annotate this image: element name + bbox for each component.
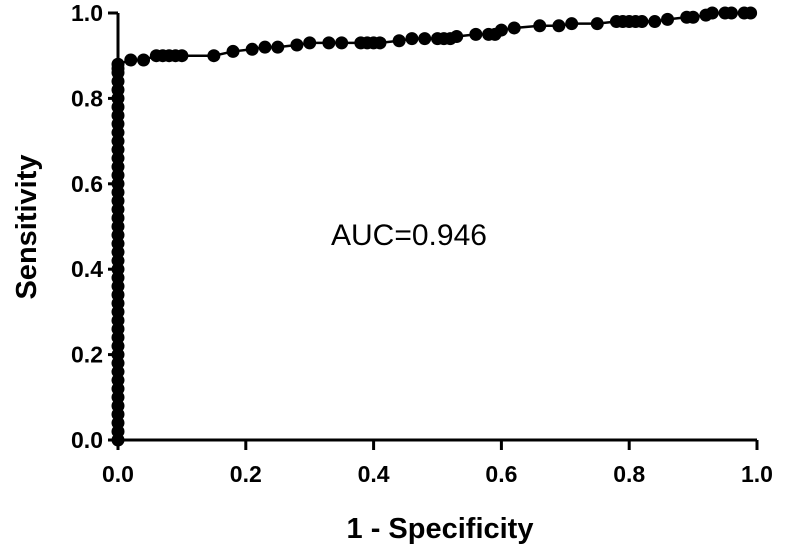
y-tick-label: 0.4: [71, 256, 103, 282]
roc-point: [271, 40, 285, 54]
roc-point: [450, 29, 464, 43]
roc-point: [207, 49, 221, 63]
roc-point: [124, 53, 138, 67]
roc-point: [137, 53, 151, 67]
x-tick-label: 0.6: [485, 461, 517, 487]
roc-point: [494, 23, 508, 37]
y-tick-label: 1.0: [71, 0, 103, 26]
roc-point: [648, 15, 662, 29]
roc-point: [686, 10, 700, 24]
roc-point: [335, 36, 349, 50]
x-tick-label: 0.0: [102, 461, 134, 487]
roc-point: [392, 34, 406, 48]
roc-point: [635, 15, 649, 29]
y-tick-label: 0.6: [71, 171, 103, 197]
roc-point: [705, 6, 719, 20]
roc-point: [405, 32, 419, 46]
roc-point: [290, 38, 304, 52]
roc-point: [245, 42, 259, 56]
roc-point: [565, 17, 579, 31]
y-tick-label: 0.0: [71, 427, 103, 453]
auc-annotation: AUC=0.946: [331, 219, 487, 252]
x-tick-label: 0.8: [613, 461, 645, 487]
roc-point: [661, 12, 675, 26]
y-axis-title: Sensitivity: [11, 154, 43, 299]
y-tick-label: 0.2: [71, 342, 103, 368]
roc-point: [322, 36, 336, 50]
roc-point: [373, 36, 387, 50]
roc-point: [724, 6, 738, 20]
y-tick-label: 0.8: [71, 85, 103, 111]
roc-point: [507, 21, 521, 35]
x-tick-label: 0.2: [230, 461, 262, 487]
x-axis: 0.0 0.2 0.4 0.6 0.8 1.0: [102, 438, 773, 487]
roc-point: [258, 40, 272, 54]
roc-point: [744, 6, 758, 20]
roc-point: [226, 44, 240, 58]
roc-point: [590, 17, 604, 31]
roc-point: [533, 19, 547, 33]
x-tick-label: 0.4: [358, 461, 390, 487]
x-axis-title: 1 - Specificity: [347, 513, 534, 545]
roc-point: [303, 36, 317, 50]
roc-point: [469, 27, 483, 41]
x-tick-label: 1.0: [741, 461, 773, 487]
roc-point: [175, 49, 189, 63]
roc-point: [418, 32, 432, 46]
y-axis: 0.0 0.2 0.4 0.6 0.8 1.0: [71, 0, 120, 453]
roc-point: [552, 19, 566, 33]
